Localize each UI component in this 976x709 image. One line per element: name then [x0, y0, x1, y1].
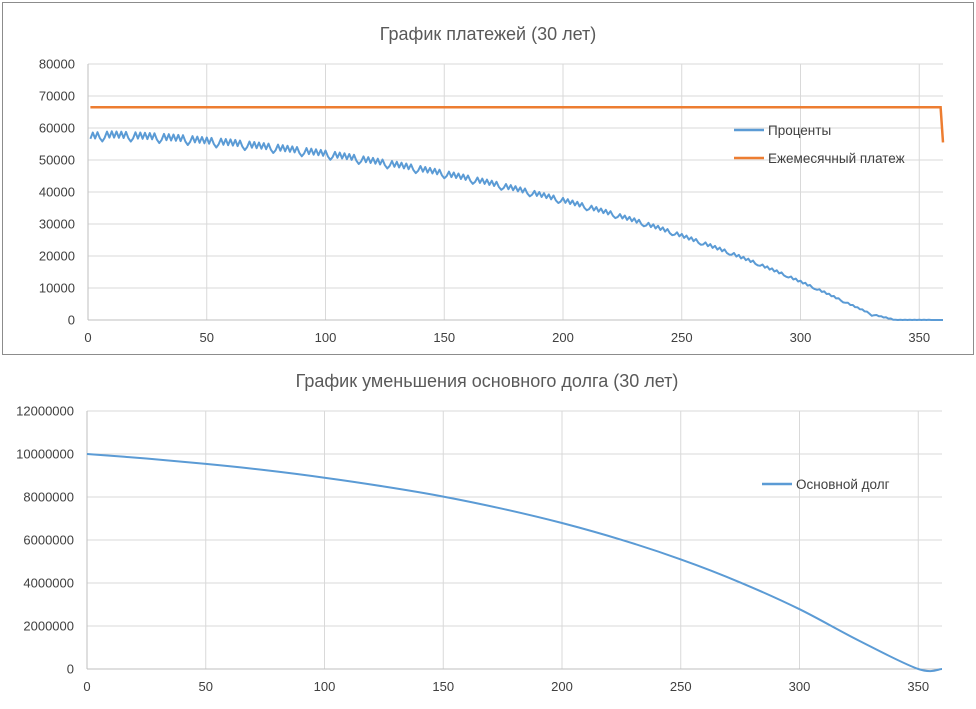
payments-x-tick-label: 100 [315, 330, 337, 345]
principal-series-line [86, 453, 943, 673]
payments-chart: График платежей (30 лет) 0 10000 20000 3000… [2, 2, 974, 355]
payments-y-tick-label: 50000 [39, 153, 75, 168]
payments-chart-svg: График платежей (30 лет) 010000200003000… [39, 24, 945, 345]
payments-y-tick-label: 10000 [39, 281, 75, 296]
payments-x-tick-label: 50 [200, 330, 214, 345]
principal-chart: График уменьшения основного долга (30 ле… [2, 358, 972, 709]
payments-x-tick-label: 200 [552, 330, 574, 345]
principal-y-tick-label: 4000000 [23, 576, 74, 591]
principal-x-tick-label: 100 [314, 679, 336, 694]
payments-chart-title: График платежей (30 лет) [380, 24, 597, 44]
principal-x-tick-label: 350 [907, 679, 929, 694]
principal-chart-title: График уменьшения основного долга (30 ле… [296, 371, 679, 391]
interest-series-line [89, 130, 943, 321]
payments-y-tick-label: 80000 [39, 57, 75, 72]
principal-y-tick-label: 8000000 [23, 490, 74, 505]
payments-y-tick-label: 70000 [39, 89, 75, 104]
payments-x-tick-label: 250 [671, 330, 693, 345]
payments-y-tick-label: 40000 [39, 185, 75, 200]
principal-chart-svg: График уменьшения основного долга (30 ле… [16, 371, 943, 694]
principal-y-tick-label: 10000000 [16, 447, 74, 462]
payments-x-tick-label: 300 [790, 330, 812, 345]
payments-y-tick-label: 60000 [39, 121, 75, 136]
payments-x-tick-label: 0 [84, 330, 91, 345]
principal-x-tick-label: 200 [551, 679, 573, 694]
principal-x-tick-label: 300 [789, 679, 811, 694]
monthly-payment-series-line [90, 105, 945, 143]
principal-legend-label: Основной долг [796, 477, 890, 492]
principal-x-tick-label: 0 [83, 679, 90, 694]
payments-y-tick-label: 0 [68, 313, 75, 328]
principal-y-tick-label: 12000000 [16, 404, 74, 419]
payments-x-tick-label: 350 [908, 330, 930, 345]
principal-y-tick-label: 0 [67, 662, 74, 677]
principal-x-tick-label: 150 [432, 679, 454, 694]
payments-y-tick-label: 20000 [39, 249, 75, 264]
principal-y-tick-label: 2000000 [23, 619, 74, 634]
principal-y-tick-label: 6000000 [23, 533, 74, 548]
payments-legend-label: Ежемесячный платеж [768, 151, 905, 166]
principal-x-tick-label: 50 [199, 679, 213, 694]
payments-legend-label: Проценты [768, 123, 831, 138]
payments-y-tick-label: 30000 [39, 217, 75, 232]
payments-x-tick-label: 150 [433, 330, 455, 345]
principal-x-tick-label: 250 [670, 679, 692, 694]
